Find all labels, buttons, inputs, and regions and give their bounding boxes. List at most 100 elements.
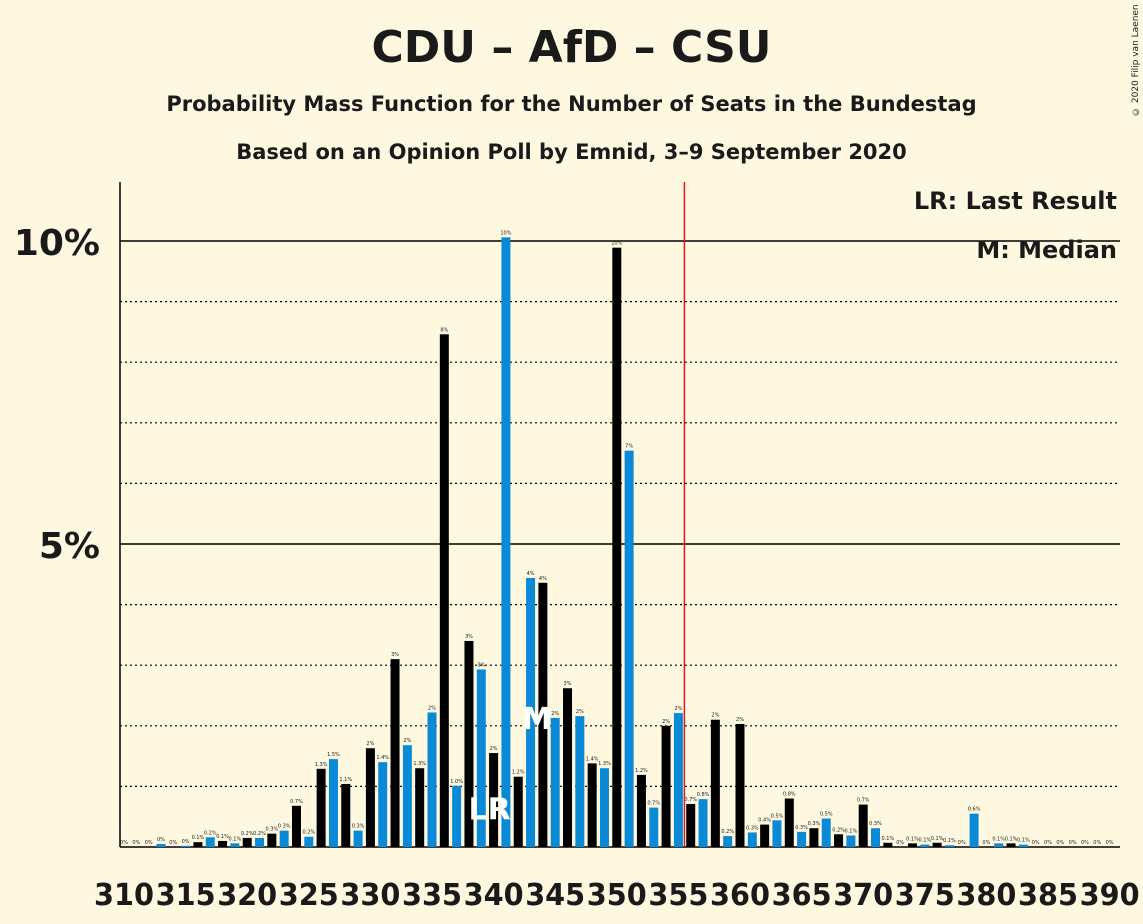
bar-value-label: 4% — [527, 571, 535, 577]
bar-value-label: 0.1% — [845, 828, 858, 834]
bar-value-label: 2% — [674, 706, 682, 712]
bar-316 — [193, 842, 203, 847]
bar-value-label: 1.4% — [586, 756, 599, 762]
bar-365 — [797, 831, 807, 847]
bar-379 — [969, 813, 979, 847]
bar-value-label: 0.5% — [771, 813, 784, 819]
bar-321 — [255, 837, 265, 847]
bar-value-label: 10% — [611, 241, 622, 247]
x-tick-label: 325 — [279, 878, 339, 913]
bar-value-label: 2% — [711, 713, 719, 719]
bar-value-label: 0% — [1032, 840, 1040, 846]
chart-subtitle: Probability Mass Function for the Number… — [166, 92, 977, 116]
bar-372 — [883, 842, 893, 847]
bar-338 — [464, 640, 474, 847]
bar-342 — [513, 776, 523, 847]
bar-value-label: 0.2% — [302, 830, 315, 836]
bar-value-label: 0.1% — [918, 838, 931, 844]
bar-352 — [636, 774, 646, 847]
bar-329 — [353, 830, 363, 847]
x-tick-label: 330 — [340, 878, 400, 913]
bar-344 — [538, 582, 548, 847]
bar-value-label: 1.2% — [512, 770, 525, 776]
x-tick-label: 355 — [648, 878, 708, 913]
bar-value-label: 0.7% — [684, 797, 697, 803]
bar-315 — [181, 845, 191, 847]
bar-339 — [476, 669, 486, 847]
bar-value-label: 4% — [539, 576, 547, 582]
bar-value-label: 2% — [736, 717, 744, 723]
bar-340 — [489, 753, 499, 847]
bar-value-label: 3% — [465, 634, 473, 640]
bar-361 — [747, 832, 757, 847]
bar-value-label: 1.0% — [450, 779, 463, 785]
bar-value-label: 0.1% — [881, 836, 894, 842]
bar-value-label: 0.5% — [820, 812, 833, 818]
bar-343 — [526, 577, 536, 847]
bar-value-label: 0% — [120, 840, 128, 846]
bar-value-label: 0.1% — [192, 835, 205, 841]
bar-367 — [821, 818, 831, 847]
bar-value-label: 2% — [428, 705, 436, 711]
x-tick-label: 335 — [402, 878, 462, 913]
last-result-marker: LR — [468, 793, 510, 828]
bar-value-label: 1.2% — [635, 768, 648, 774]
x-tick-label: 390 — [1080, 878, 1140, 913]
x-tick-label: 380 — [956, 878, 1016, 913]
bar-value-label: 0.1% — [229, 836, 242, 842]
bar-value-label: 2% — [366, 741, 374, 747]
bar-value-label: 0.2% — [241, 831, 254, 837]
bar-value-label: 2% — [662, 719, 670, 725]
bar-355 — [673, 713, 683, 847]
bar-358 — [710, 719, 720, 847]
bar-value-label: 0.2% — [253, 831, 266, 837]
bar-value-label: 1.4% — [376, 755, 389, 761]
bar-value-label: 0% — [132, 840, 140, 846]
bar-368 — [834, 834, 844, 847]
bar-value-label: 0.3% — [808, 821, 821, 827]
bar-359 — [723, 836, 733, 847]
bar-353 — [649, 807, 659, 847]
bar-value-label: 0.1% — [216, 834, 229, 840]
bar-364 — [784, 798, 794, 847]
x-tick-label: 350 — [587, 878, 647, 913]
bar-381 — [994, 843, 1004, 847]
bar-337 — [452, 785, 462, 847]
bar-value-label: 1.5% — [327, 752, 340, 758]
bar-331 — [378, 762, 388, 847]
bar-375 — [920, 844, 930, 847]
chart-title: CDU – AfD – CSU — [371, 22, 772, 73]
bar-value-label: 0% — [1093, 840, 1101, 846]
bar-362 — [760, 824, 770, 847]
bar-value-label: 7% — [625, 444, 633, 450]
bar-357 — [698, 799, 708, 847]
bar-value-label: 3% — [477, 662, 485, 668]
bar-319 — [230, 843, 240, 847]
chart-subtitle-source: Based on an Opinion Poll by Emnid, 3–9 S… — [236, 140, 907, 164]
bar-377 — [944, 845, 954, 847]
bar-345 — [550, 717, 560, 847]
bar-value-label: 0% — [145, 840, 153, 846]
bar-349 — [599, 768, 609, 847]
x-tick-label: 375 — [895, 878, 955, 913]
bar-value-label: 0% — [958, 840, 966, 846]
bar-324 — [291, 805, 301, 847]
legend-median: M: Median — [976, 236, 1117, 264]
bar-value-label: 0.7% — [647, 801, 660, 807]
bar-363 — [772, 820, 782, 847]
bar-value-label: 0% — [1069, 840, 1077, 846]
bar-value-label: 0.8% — [697, 792, 710, 798]
bar-369 — [846, 835, 856, 847]
bar-370 — [858, 804, 868, 847]
x-tick-label: 345 — [525, 878, 585, 913]
bar-336 — [439, 334, 449, 848]
bar-value-label: 0.3% — [352, 824, 365, 830]
bar-value-label: 0.3% — [869, 821, 882, 827]
x-tick-label: 370 — [833, 878, 893, 913]
bar-383 — [1018, 844, 1028, 847]
bar-value-label: 0.4% — [758, 818, 771, 824]
legend-last-result: LR: Last Result — [914, 187, 1117, 215]
bar-333 — [402, 745, 412, 847]
y-tick-label: 5% — [39, 526, 100, 567]
